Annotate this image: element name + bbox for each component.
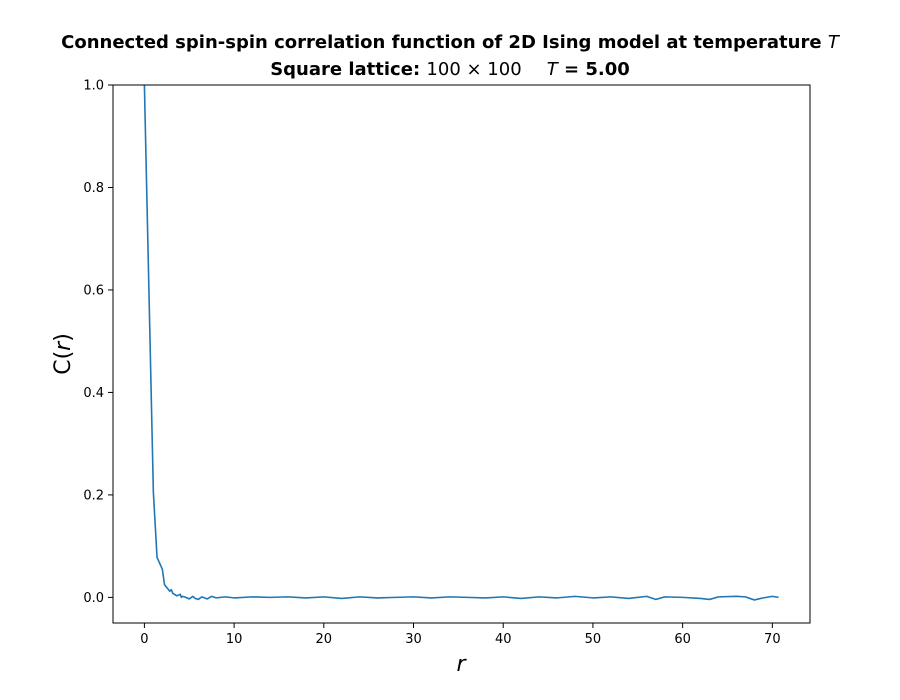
y-axis-label-prefix: C(: [51, 351, 76, 375]
y-tick-label: 1.0: [83, 79, 104, 94]
x-tick-label: 60: [674, 632, 691, 647]
x-tick-label: 30: [405, 632, 422, 647]
series-line: [143, 84, 779, 601]
y-tick-label: 0.6: [83, 283, 104, 298]
y-axis-label-suffix: ): [51, 333, 76, 342]
x-tick-label: 0: [140, 632, 148, 647]
y-tick-label: 0.4: [83, 386, 104, 401]
chart-subtitle-lattice-size: 100 × 100: [426, 59, 522, 80]
y-axis-label-variable: r: [51, 340, 76, 351]
y-axis-ticks: 0.0 0.2 0.4 0.6 0.8 1.0: [83, 79, 113, 606]
x-tick-label: 10: [226, 632, 243, 647]
x-axis-label: r: [456, 652, 467, 677]
y-tick-label: 0.8: [83, 181, 104, 196]
chart-title-text: Connected spin-spin correlation function…: [61, 32, 822, 53]
y-tick-label: 0.0: [83, 591, 104, 606]
chart-subtitle-temperature-symbol: T: [546, 59, 558, 80]
x-tick-label: 20: [316, 632, 333, 647]
chart-title-temperature-symbol: T: [827, 32, 839, 53]
x-axis-ticks: 0 10 20 30 40 50 60 70: [140, 623, 781, 647]
series-layer: [143, 84, 779, 601]
chart-subtitle-temperature-value: = 5.00: [564, 59, 630, 80]
y-axis-label: C(r): [51, 333, 76, 375]
chart-title-line-2: Square lattice: 100 × 100 T = 5.00: [0, 59, 900, 80]
chart-title-line-1: Connected spin-spin correlation function…: [0, 32, 900, 53]
x-tick-label: 50: [585, 632, 602, 647]
x-tick-label: 40: [495, 632, 512, 647]
chart-subtitle-label: Square lattice:: [270, 59, 421, 80]
y-tick-label: 0.2: [83, 488, 104, 503]
x-tick-label: 70: [764, 632, 781, 647]
plot-frame: [112, 84, 811, 624]
